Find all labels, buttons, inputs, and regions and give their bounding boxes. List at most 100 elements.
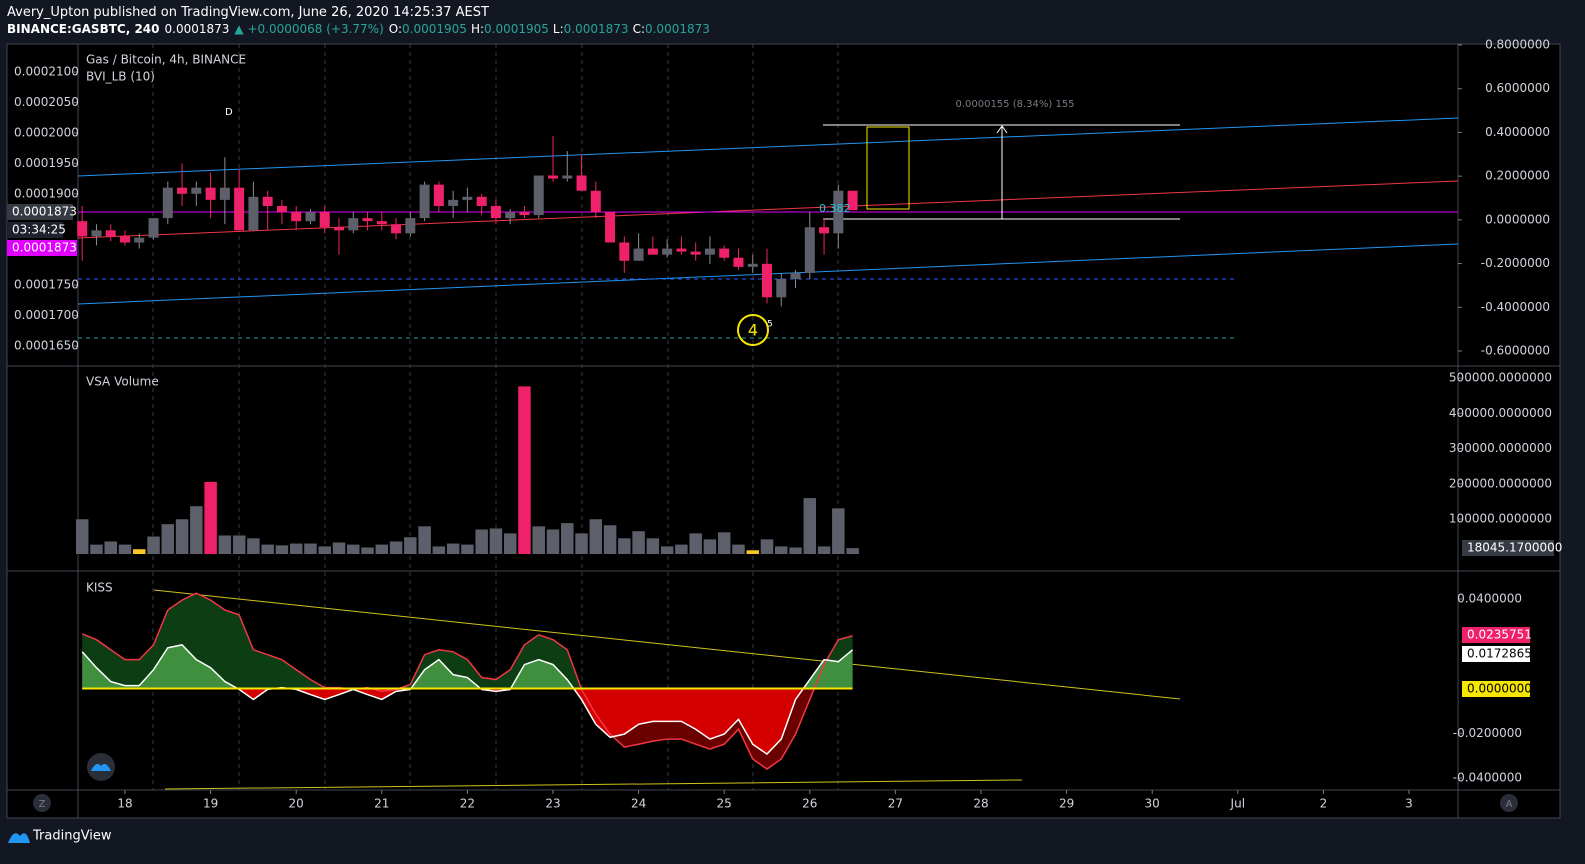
- candle-body: [91, 230, 102, 237]
- volume-bar: [531, 525, 546, 555]
- volume-bar: [760, 538, 774, 555]
- x-tick-label: 30: [1145, 797, 1160, 811]
- symbol-line: BINANCE:GASBTC, 240 0.0001873 ▲ +0.0000068…: [7, 22, 710, 36]
- candle-body: [847, 190, 858, 211]
- measure-arrowhead: [996, 125, 1008, 134]
- kiss-line: [81, 592, 853, 770]
- candle-body: [548, 175, 558, 179]
- candle-body: [305, 212, 316, 222]
- tick-label: 0.2000000: [1485, 169, 1550, 183]
- tick-label: 100000.0000000: [1449, 512, 1552, 526]
- candles: [77, 135, 858, 307]
- toolbar-button-label[interactable]: Z: [39, 799, 46, 810]
- candle-body: [576, 175, 587, 191]
- volume-bar: [745, 549, 760, 555]
- tick-label: 0.0001750: [14, 278, 79, 292]
- candle-body: [162, 187, 173, 219]
- volume-bar: [403, 536, 418, 555]
- volume-bar: [75, 518, 89, 555]
- kiss-tag-text: 0.0235751: [1467, 628, 1532, 642]
- candle-body: [833, 190, 844, 234]
- kiss-area: [82, 593, 853, 689]
- author[interactable]: Avery_Upton: [7, 5, 89, 20]
- tick-label: -0.6000000: [1481, 344, 1550, 358]
- candle-body: [519, 212, 530, 216]
- x-tick-label: 27: [888, 797, 903, 811]
- bid-tag: [7, 240, 77, 256]
- tick-label: -0.0400000: [1453, 771, 1522, 785]
- candle-body: [234, 187, 245, 231]
- candle-body: [334, 227, 344, 231]
- tick-label: 0.0002050: [14, 95, 79, 109]
- candle-body: [405, 218, 416, 234]
- x-tick-label: 22: [460, 797, 475, 811]
- tick-label: 300000.0000000: [1449, 441, 1552, 455]
- channel-mid: [77, 180, 1459, 239]
- kiss-tag: [1462, 646, 1530, 662]
- tick-label: 0.6000000: [1485, 81, 1550, 95]
- volume-bar: [432, 545, 446, 555]
- candle-body: [619, 242, 630, 261]
- toolbar-button[interactable]: [1500, 794, 1518, 812]
- pane-title: VSA Volume: [86, 375, 159, 389]
- candle-body: [462, 196, 473, 200]
- ohlc-value: 0.0001905: [484, 22, 549, 36]
- volume-bar: [375, 544, 389, 555]
- volume-bar: [303, 543, 318, 555]
- countdown: 03:34:25: [12, 223, 66, 237]
- candle-body: [662, 248, 673, 255]
- volume-bar: [161, 523, 175, 555]
- x-tick-label: 19: [203, 797, 218, 811]
- candle-body: [276, 205, 287, 213]
- symbol: BINANCE:GASBTC, 240: [7, 22, 160, 36]
- candle-body: [776, 279, 787, 298]
- volume-bar: [146, 536, 161, 555]
- pane-borders: [7, 44, 1560, 818]
- volume-bar: [517, 385, 532, 555]
- x-tick-label: 28: [973, 797, 988, 811]
- kiss-trendline: [153, 589, 1181, 700]
- tick-label: 0.0002000: [14, 125, 79, 139]
- volume-bar: [660, 545, 674, 555]
- candle-body: [419, 184, 430, 219]
- publish-line: Avery_Upton published on TradingView.com,…: [7, 5, 489, 20]
- candle-body: [348, 218, 359, 231]
- wave-label: D: [225, 107, 233, 118]
- last-price: 0.0001873: [165, 22, 230, 36]
- volume-bar: [289, 543, 303, 555]
- tick-label: 0.8000000: [1485, 38, 1550, 52]
- footer-brand[interactable]: TradingView: [32, 829, 112, 844]
- pane-title: Gas / Bitcoin, 4h, BINANCE: [86, 53, 246, 67]
- change: ▲ +0.0000068 (+3.77%): [234, 22, 383, 36]
- volume-bar: [774, 545, 789, 555]
- candle-body: [319, 212, 330, 228]
- candle-body: [562, 175, 573, 179]
- volume-bar: [617, 537, 632, 555]
- indicator-title: BVI_LB (10): [86, 70, 155, 84]
- volume-bar: [589, 518, 603, 555]
- candle-body: [605, 212, 616, 243]
- volume-bar: [175, 518, 189, 555]
- ohlc-label: O:: [389, 22, 402, 36]
- volume-bar: [460, 544, 475, 555]
- x-tick-label: 29: [1059, 797, 1074, 811]
- volume-bar: [360, 546, 375, 555]
- volume-bar: [317, 545, 332, 555]
- bid-tag-text: 0.0001873: [12, 241, 77, 255]
- kiss-tag: [1462, 681, 1530, 697]
- candle-body: [291, 212, 302, 222]
- countdown-tag: [7, 222, 63, 238]
- x-tick-label: 24: [631, 797, 646, 811]
- channel-top: [77, 117, 1459, 177]
- candle-body: [433, 184, 444, 206]
- toolbar-button-label[interactable]: A: [1506, 799, 1513, 810]
- x-tick-label: 2: [1320, 797, 1328, 811]
- wave-label: 4: [748, 321, 758, 340]
- tick-label: -0.0200000: [1453, 726, 1522, 740]
- toolbar-button[interactable]: [33, 794, 51, 812]
- volume-bar: [489, 527, 503, 555]
- volume-bar: [218, 534, 232, 555]
- x-tick-label: 26: [802, 797, 817, 811]
